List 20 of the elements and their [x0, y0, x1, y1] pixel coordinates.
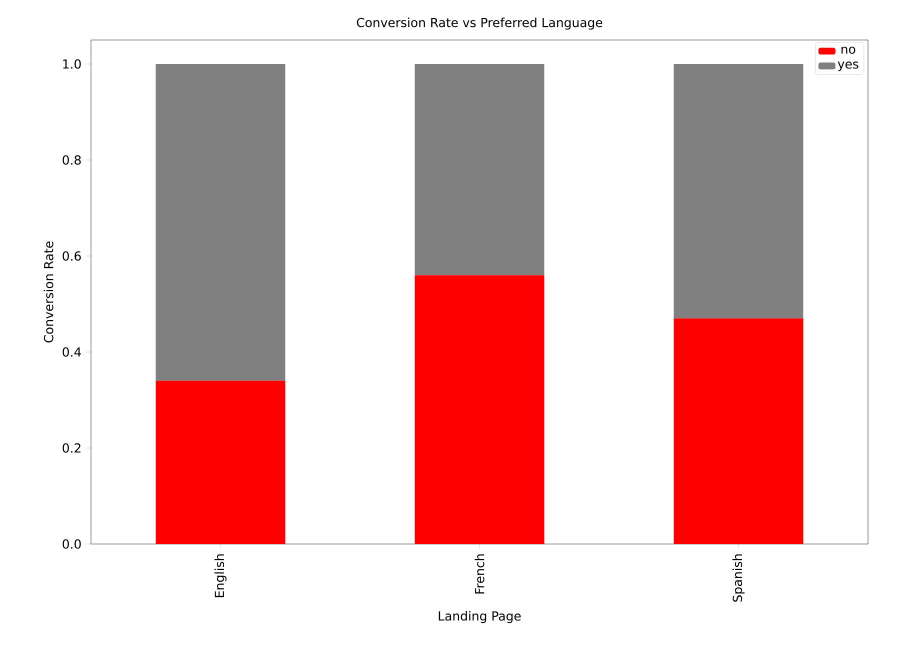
y-tick-label: 0.0 [62, 539, 81, 549]
bar [414, 64, 544, 276]
y-tick-label: 0.2 [62, 443, 80, 453]
bar [674, 64, 804, 318]
y-tick-label: 0.8 [62, 155, 81, 165]
legend-label: no [842, 46, 856, 54]
bar [674, 318, 804, 544]
legend-label: yes [838, 62, 858, 72]
bar [156, 380, 286, 544]
x-axis-title: Landing Page [438, 611, 521, 624]
x-tick-label: English [214, 554, 227, 598]
x-tick-label: French [474, 554, 484, 594]
bar [156, 64, 286, 381]
y-tick-label: 0.6 [62, 251, 81, 261]
x-tick-label: Spanish [732, 554, 745, 602]
bar [414, 275, 544, 544]
y-tick-label: 0.4 [62, 347, 81, 357]
y-axis-title: Conversion Rate [44, 241, 54, 342]
chart-title: Conversion Rate vs Preferred Language [356, 18, 602, 30]
y-tick-label: 1.0 [63, 59, 81, 69]
